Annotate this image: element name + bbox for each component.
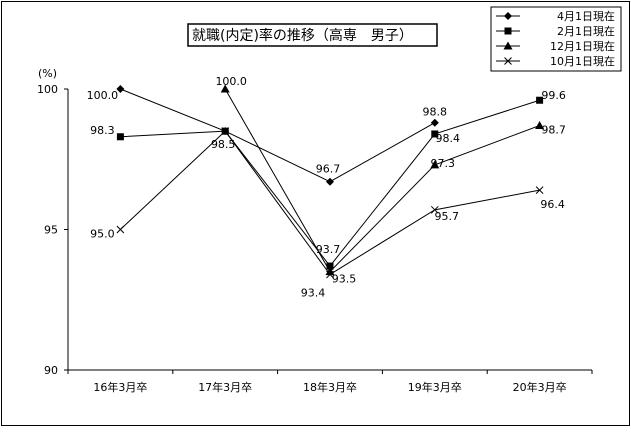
legend-label: 2月1日現在 <box>557 25 615 38</box>
data-label: 98.7 <box>541 124 566 137</box>
data-label: 93.5 <box>332 273 357 286</box>
y-tick-label: 95 <box>44 224 58 237</box>
x-ticks: 16年3月卒 17年3月卒 18年3月卒 19年3月卒 20年3月卒 <box>67 370 593 394</box>
x-marker <box>504 57 512 65</box>
x-tick-label: 18年3月卒 <box>303 380 357 394</box>
data-label: 98.3 <box>90 124 115 137</box>
data-label: 93.7 <box>316 243 341 256</box>
data-label: 97.3 <box>431 157 456 170</box>
triangle-marker <box>535 121 545 130</box>
x-marker-stroke <box>221 127 230 136</box>
x-marker <box>430 205 439 214</box>
x-marker <box>326 270 334 279</box>
diamond-marker <box>116 85 125 93</box>
data-label: 100.0 <box>87 89 119 102</box>
data-label: 96.4 <box>540 198 565 211</box>
series-line <box>120 88 436 183</box>
x-tick-label: 17年3月卒 <box>198 380 252 394</box>
data-label: 98.4 <box>436 132 461 145</box>
x-marker-stroke <box>116 225 125 234</box>
data-label: 100.0 <box>215 75 247 88</box>
diamond-marker <box>430 118 439 127</box>
x-marker <box>535 186 544 195</box>
y-axis-label: (%) <box>38 67 57 80</box>
data-label: 93.4 <box>301 286 326 299</box>
y-tick-label: 90 <box>44 364 58 377</box>
square-marker <box>504 27 512 35</box>
legend-label: 4月1日現在 <box>557 10 615 23</box>
x-tick-label: 20年3月卒 <box>513 380 567 394</box>
legend-box <box>490 6 622 72</box>
x-marker <box>116 225 125 234</box>
x-tick-label: 16年3月卒 <box>93 380 147 394</box>
triangle-marker <box>220 84 230 93</box>
data-label: 95.7 <box>435 210 460 223</box>
data-label: 96.7 <box>316 163 341 176</box>
legend-label: 12月1日現在 <box>550 40 615 53</box>
x-marker <box>221 127 230 136</box>
x-marker-stroke <box>504 57 512 65</box>
diamond-marker <box>504 12 512 20</box>
legend-label: 10月1日現在 <box>550 55 615 68</box>
data-label: 98.5 <box>211 138 236 151</box>
square-marker <box>536 96 544 104</box>
triangle-marker <box>503 41 513 50</box>
chart-title: 就職(内定)率の推移（高専 男子） <box>192 27 413 44</box>
x-marker-stroke <box>326 270 334 279</box>
triangle-marker <box>325 267 335 276</box>
data-label: 95.0 <box>90 228 115 241</box>
diamond-marker <box>326 177 334 186</box>
square-marker <box>116 133 124 141</box>
y-tick-label: 100 <box>37 83 58 96</box>
series-line <box>224 88 540 273</box>
y-ticks: 100 95 90 <box>37 83 68 377</box>
series-markers <box>116 84 545 279</box>
triangle-marker <box>430 160 440 169</box>
legend: 4月1日現在 2月1日現在 12月1日現在 10月1日現在 <box>490 6 622 72</box>
x-marker-stroke <box>535 186 544 195</box>
chart-title-box: 就職(内定)率の推移（高専 男子） <box>187 23 438 47</box>
data-labels: 100.0 96.7 98.8 98.3 98.5 93.7 98.4 99.6 100.0 93… <box>87 75 566 299</box>
x-tick-label: 19年3月卒 <box>408 380 462 394</box>
square-marker <box>431 130 439 138</box>
x-marker-stroke <box>430 205 439 214</box>
data-label: 99.6 <box>541 89 566 102</box>
square-marker <box>326 262 334 270</box>
data-label: 98.8 <box>423 106 448 119</box>
